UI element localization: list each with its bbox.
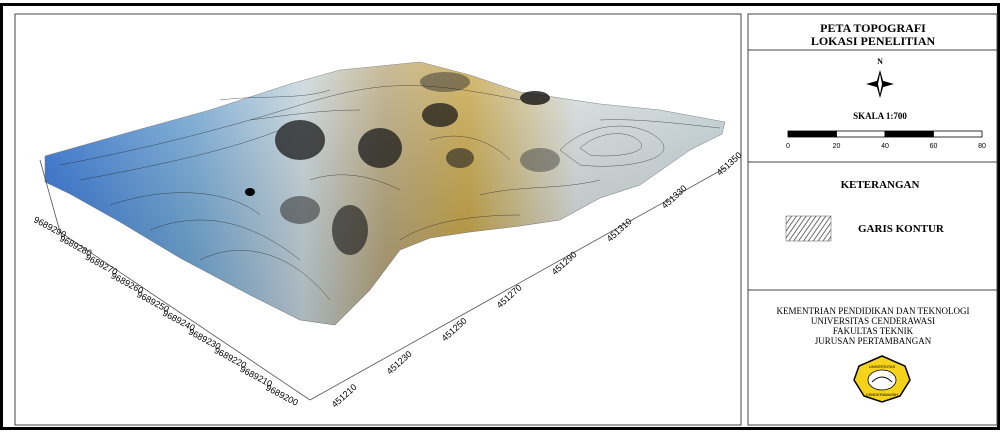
institution-line: FAKULTAS TEKNIK <box>833 326 914 336</box>
logo-text: CENDERAWASIH <box>866 392 898 397</box>
scale-segment <box>836 130 886 138</box>
institution-line: JURUSAN PERTAMBANGAN <box>815 336 932 346</box>
contour-swatch <box>785 215 832 242</box>
scale-label: 80 <box>978 143 986 150</box>
terrain <box>39 61 726 401</box>
contour-label: GARIS KONTUR <box>858 223 945 235</box>
logo: UNIVERSITAS CENDERAWASIH <box>853 355 911 403</box>
scale-segment <box>933 130 983 138</box>
north-arrow: N <box>866 57 894 98</box>
institution-line: KEMENTRIAN PENDIDIKAN DAN TEKNOLOGI <box>776 306 969 316</box>
title-line: PETA TOPOGRAFI <box>820 21 926 35</box>
keterangan: KETERANGAN <box>841 179 920 191</box>
north-label: N <box>877 57 883 66</box>
scale-label: 40 <box>881 143 889 150</box>
scale-label: 20 <box>833 143 841 150</box>
scale-label: 60 <box>930 143 938 150</box>
logo-text: UNIVERSITAS <box>869 364 896 369</box>
institution-line: UNIVERSITAS CENDERAWASI <box>811 316 935 326</box>
scale-segment <box>884 130 934 138</box>
scale-segment <box>787 130 837 138</box>
scale-label: 0 <box>786 143 790 150</box>
title-line: LOKASI PENELITIAN <box>811 34 936 48</box>
scale-title: SKALA 1:700 <box>853 111 907 121</box>
scale-bar: 0 20 40 60 80 <box>786 130 986 150</box>
